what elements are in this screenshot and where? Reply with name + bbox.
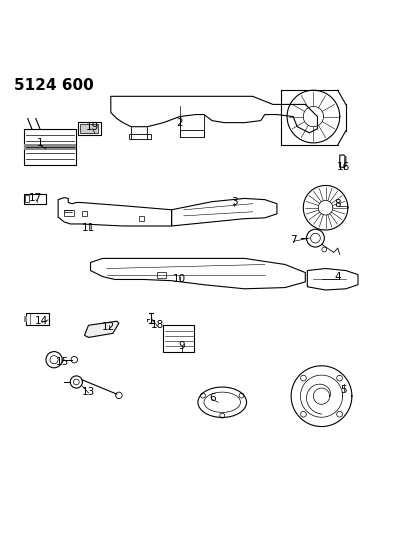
- Bar: [24, 316, 27, 322]
- Bar: [24, 144, 76, 150]
- Bar: [80, 124, 98, 133]
- Text: 19: 19: [86, 122, 99, 132]
- Text: 2: 2: [176, 118, 183, 127]
- Bar: [164, 325, 194, 352]
- Bar: [129, 134, 151, 139]
- Bar: [82, 211, 87, 216]
- Bar: [24, 129, 76, 165]
- Text: 9: 9: [178, 341, 185, 351]
- Text: 5124 600: 5124 600: [13, 78, 93, 93]
- Text: 4: 4: [335, 272, 341, 281]
- Bar: [139, 216, 144, 221]
- Text: 10: 10: [173, 273, 186, 284]
- Bar: [24, 193, 46, 204]
- Text: 11: 11: [82, 223, 95, 233]
- Text: 18: 18: [151, 320, 164, 330]
- Text: 16: 16: [337, 162, 350, 172]
- Text: 15: 15: [55, 357, 69, 367]
- Text: 1: 1: [37, 138, 43, 148]
- Text: 6: 6: [209, 393, 215, 403]
- Text: 12: 12: [102, 322, 115, 332]
- Bar: [180, 130, 204, 137]
- Text: 8: 8: [335, 199, 341, 209]
- Bar: [25, 195, 29, 203]
- Bar: [157, 272, 166, 278]
- Bar: [78, 122, 101, 135]
- Text: 3: 3: [231, 197, 238, 207]
- Bar: [64, 210, 74, 216]
- Bar: [26, 313, 49, 325]
- Text: 14: 14: [35, 316, 49, 326]
- Text: 17: 17: [29, 192, 42, 203]
- Text: 13: 13: [82, 387, 95, 397]
- Text: 7: 7: [290, 235, 297, 245]
- Polygon shape: [84, 321, 119, 337]
- Text: 5: 5: [341, 385, 347, 395]
